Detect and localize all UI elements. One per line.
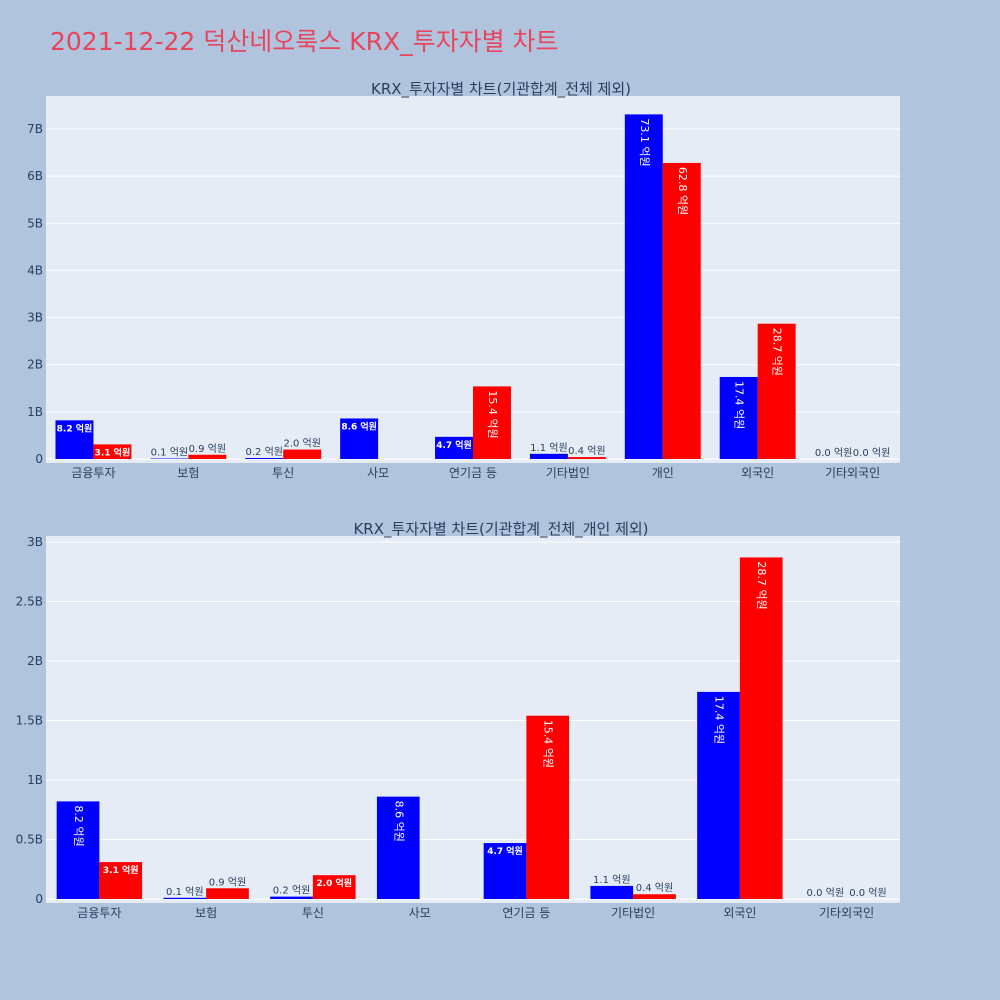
data-label: 0.4 억원 xyxy=(636,882,673,894)
data-label: 0.0 억원 xyxy=(815,447,852,459)
bar-red xyxy=(93,444,132,459)
y-tick-label: 3B xyxy=(27,535,43,549)
x-tick-label: 보험 xyxy=(195,906,217,920)
page-title: 2021-12-22 덕산네오룩스 KRX_투자자별 차트 xyxy=(50,27,559,56)
y-tick-label: 2.5B xyxy=(16,594,43,608)
data-label: 8.6 억원 xyxy=(392,801,405,842)
x-tick-label: 투신 xyxy=(272,466,294,480)
y-tick-label: 2B xyxy=(27,358,43,372)
data-label: 0.9 억원 xyxy=(189,443,226,455)
y-tick-label: 4B xyxy=(27,263,43,277)
y-tick-label: 1B xyxy=(27,405,43,419)
bar-red xyxy=(739,557,783,899)
bar-blue xyxy=(483,843,527,899)
x-tick-label: 사모 xyxy=(409,906,431,920)
data-label: 4.7 억원 xyxy=(487,845,523,857)
bar-red xyxy=(206,888,249,899)
chart-1: KRX_투자자별 차트(기관합계_전체 제외) 0 1B 2B 3B 4B 5B 6B 7B 금융… xyxy=(27,80,900,480)
data-label: 1.1 억원 xyxy=(530,442,567,454)
bar-red xyxy=(633,894,676,899)
y-tick-label: 3B xyxy=(27,311,43,325)
y-tick-label: 1.5B xyxy=(16,713,43,727)
x-tick-label: 기타법인 xyxy=(611,906,655,920)
data-label: 0.2 억원 xyxy=(273,885,310,897)
x-tick-label: 연기금 등 xyxy=(449,466,497,480)
x-tick-label: 기타외국인 xyxy=(819,906,874,920)
x-tick-label: 기타법인 xyxy=(546,466,590,480)
x-tick-label: 보험 xyxy=(177,466,199,480)
bar-red xyxy=(99,862,143,899)
chart-title: KRX_투자자별 차트(기관합계_전체_개인 제외) xyxy=(353,520,648,539)
bar-blue xyxy=(435,436,473,459)
data-label: 15.4 억원 xyxy=(486,390,499,438)
bar-blue xyxy=(624,114,663,459)
x-tick-label: 사모 xyxy=(367,466,389,480)
data-label: 0.1 억원 xyxy=(151,447,188,459)
x-tick-label: 연기금 등 xyxy=(502,906,550,920)
data-label: 2.0 억원 xyxy=(283,438,320,450)
bar-blue xyxy=(270,896,313,899)
bar-blue xyxy=(163,897,207,899)
x-tick-label: 외국인 xyxy=(741,466,774,480)
data-label: 15.4 억원 xyxy=(542,720,555,768)
x-tick-label: 금융투자 xyxy=(77,906,121,920)
data-label: 17.4 억원 xyxy=(713,696,726,744)
bar-blue xyxy=(245,458,284,459)
y-tick-label: 1B xyxy=(27,773,43,787)
data-label: 8.6 억원 xyxy=(341,420,377,432)
data-label: 0.1 억원 xyxy=(166,886,203,898)
bar-blue xyxy=(340,418,379,459)
y-tick-label: 0 xyxy=(35,452,43,466)
bar-red xyxy=(662,162,701,459)
data-label: 0.4 억원 xyxy=(568,445,605,457)
chart-title: KRX_투자자별 차트(기관합계_전체 제외) xyxy=(371,80,631,99)
x-tick-label: 기타외국인 xyxy=(825,466,880,480)
data-label: 28.7 억원 xyxy=(771,328,784,376)
data-label: 4.7 억원 xyxy=(436,439,472,451)
data-label: 0.2 억원 xyxy=(246,446,283,458)
bar-red xyxy=(473,386,511,459)
x-tick-label: 개인 xyxy=(652,466,674,480)
data-label: 0.9 억원 xyxy=(209,876,246,888)
data-label: 0.0 억원 xyxy=(807,887,844,899)
data-label: 62.8 억원 xyxy=(676,167,689,215)
y-tick-label: 6B xyxy=(27,169,43,183)
bar-blue xyxy=(529,453,568,459)
bar-red xyxy=(526,715,570,899)
bar-red xyxy=(312,875,356,899)
x-tick-label: 외국인 xyxy=(723,906,756,920)
bar-blue xyxy=(719,376,758,459)
bar-red xyxy=(188,454,227,459)
data-label: 73.1 억원 xyxy=(638,118,651,166)
bar-blue xyxy=(376,796,420,899)
bar-red xyxy=(283,449,322,459)
data-label: 8.2 억원 xyxy=(57,422,93,434)
y-tick-label: 2B xyxy=(27,654,43,668)
data-label: 0.0 억원 xyxy=(853,447,890,459)
y-tick-label: 0 xyxy=(35,892,43,906)
bar-red xyxy=(757,323,796,459)
y-tick-label: 0.5B xyxy=(16,832,43,846)
data-label: 17.4 억원 xyxy=(733,381,746,429)
data-label: 1.1 억원 xyxy=(593,874,630,886)
chart-2: KRX_투자자별 차트(기관합계_전체_개인 제외) 0 0.5B 1B 1.5B 2B 2… xyxy=(16,520,900,920)
data-label: 8.2 억원 xyxy=(72,805,85,846)
bar-blue xyxy=(590,885,634,899)
data-label: 0.0 억원 xyxy=(849,887,886,899)
x-tick-label: 금융투자 xyxy=(71,466,115,480)
data-label: 28.7 억원 xyxy=(755,561,768,609)
data-label: 3.1 억원 xyxy=(103,864,139,876)
data-label: 2.0 억원 xyxy=(316,877,352,889)
bar-blue xyxy=(55,420,94,459)
y-tick-label: 7B xyxy=(27,122,43,136)
data-label: 3.1 억원 xyxy=(95,446,131,458)
x-tick-label: 투신 xyxy=(302,906,324,920)
bar-red xyxy=(567,457,606,459)
bar-blue xyxy=(56,801,100,899)
y-tick-label: 5B xyxy=(27,216,43,230)
bar-blue xyxy=(697,691,740,899)
